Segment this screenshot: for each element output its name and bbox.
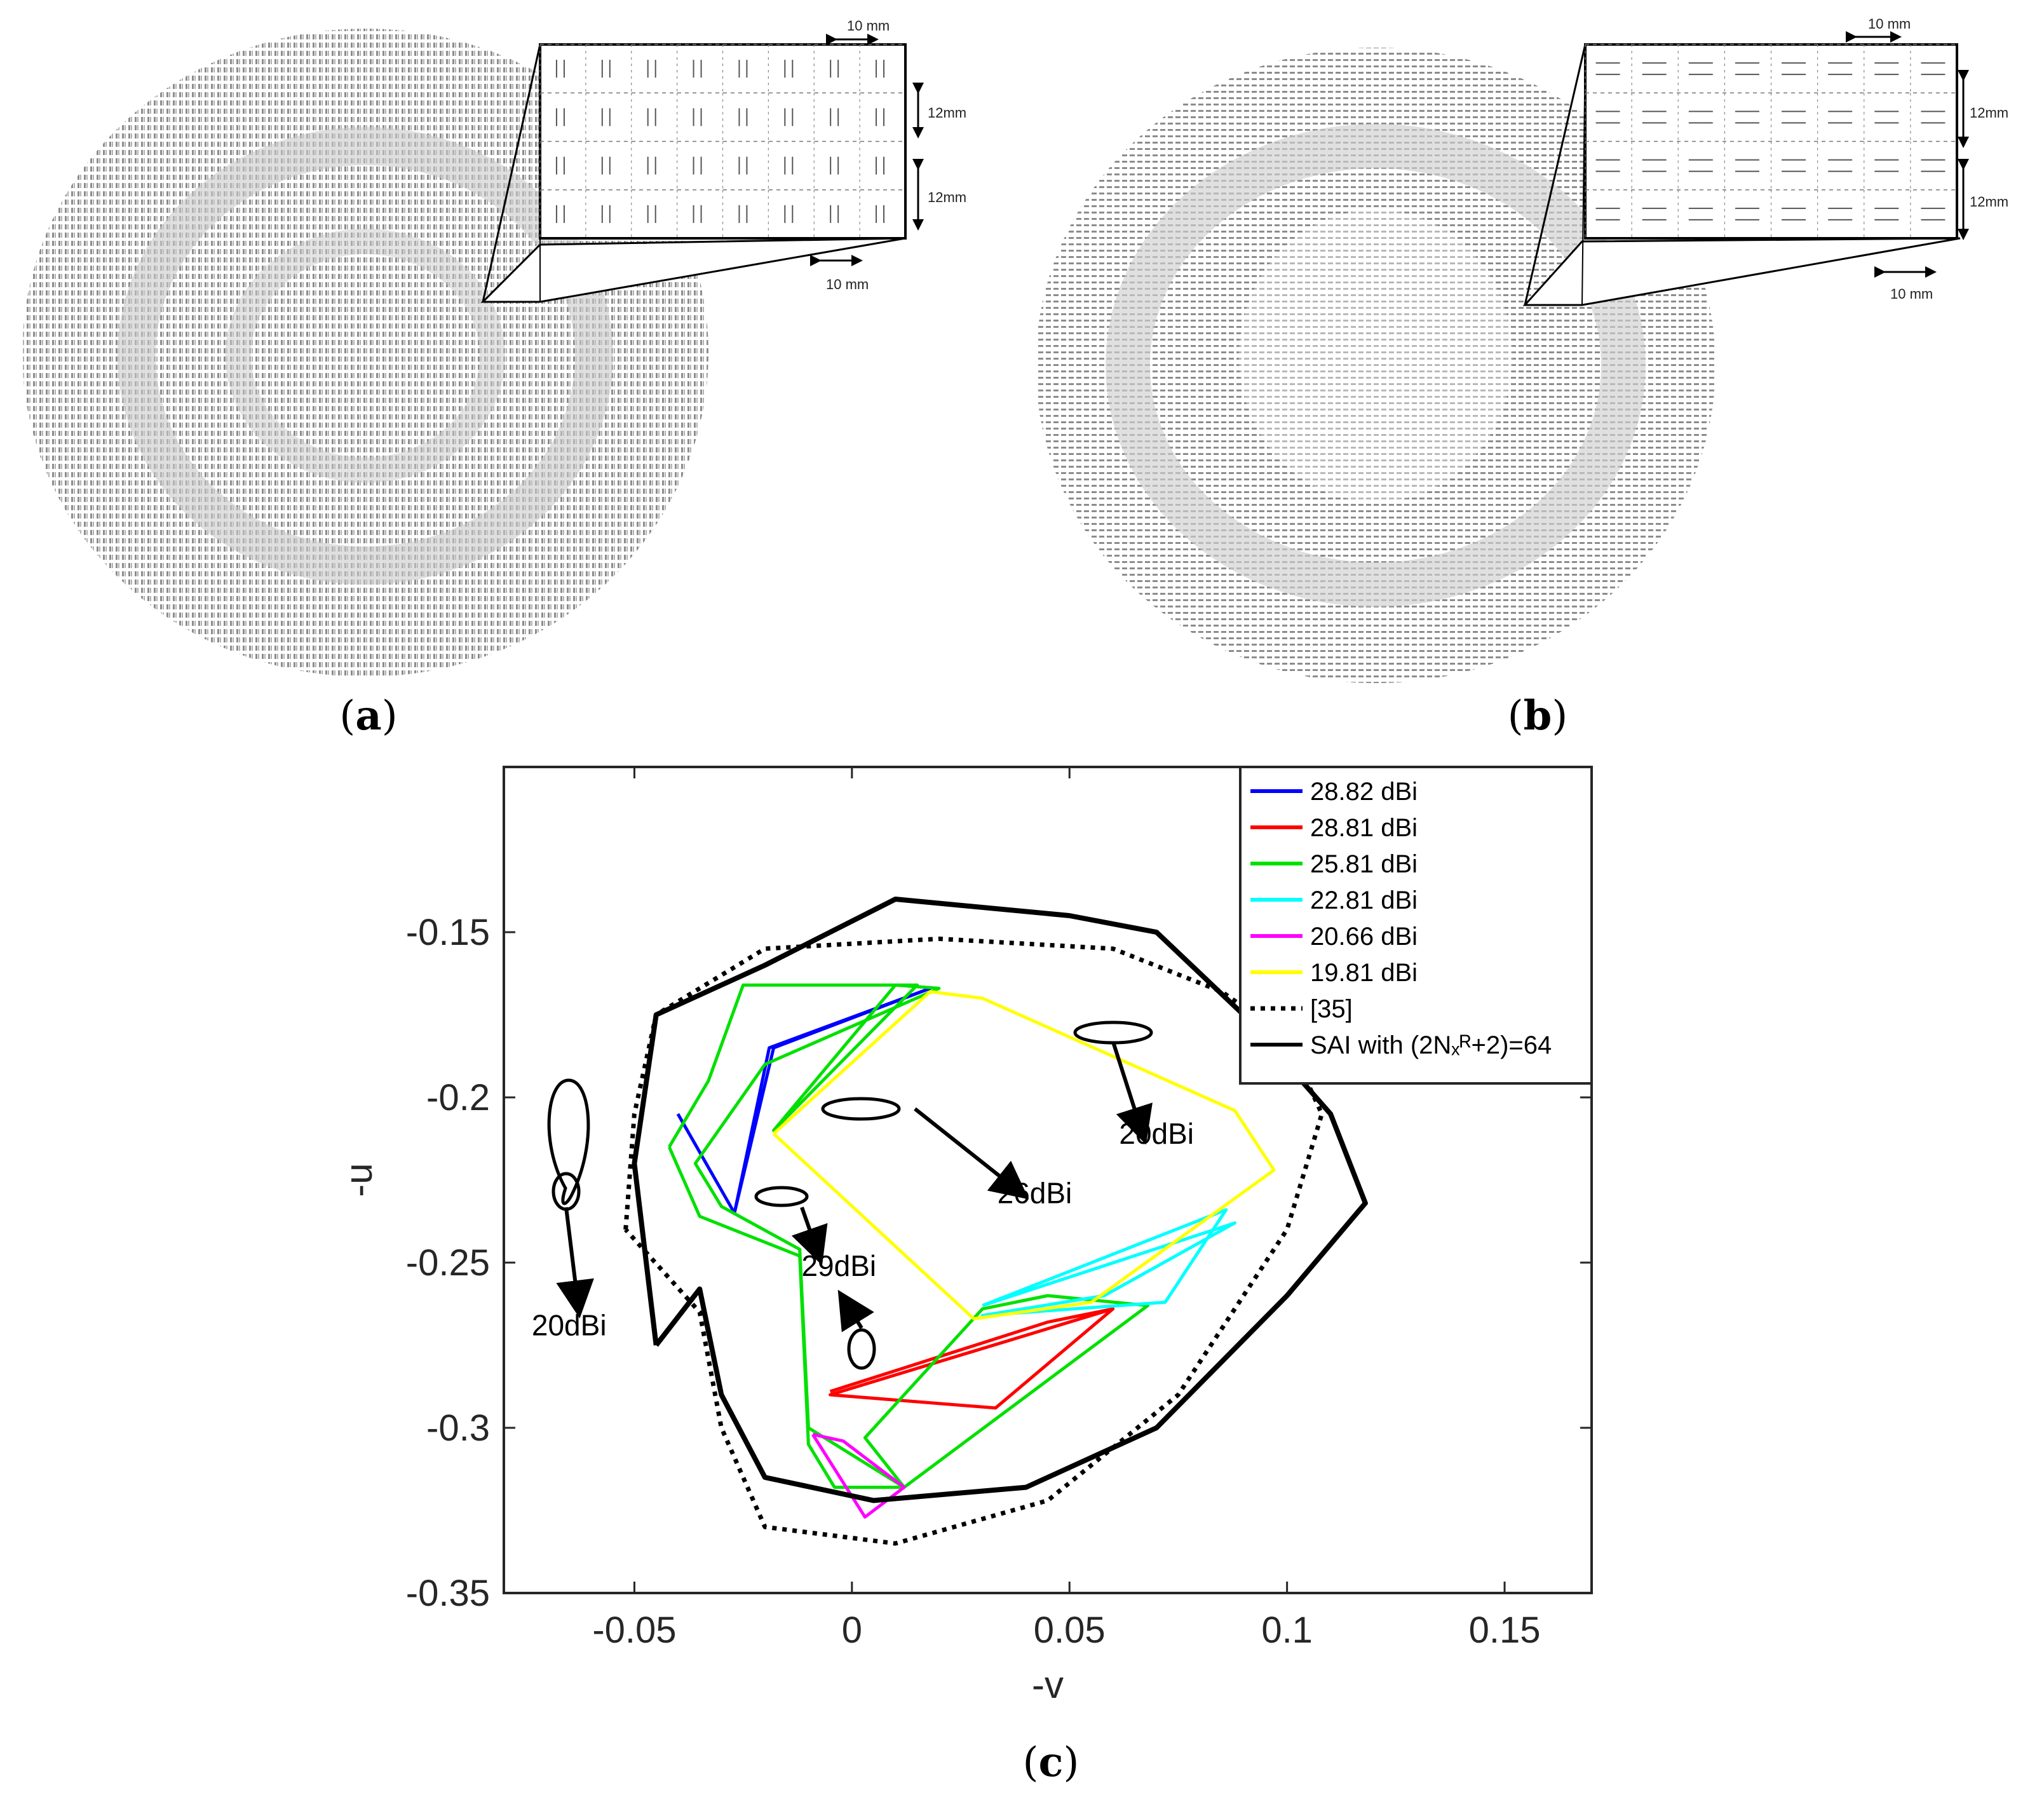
legend-label-7: [35] — [1310, 995, 1353, 1023]
y-axis-label: -u — [337, 1163, 380, 1197]
annotation-label-3: 26dBi — [998, 1176, 1073, 1209]
legend-label-8: SAI with (2Nₓᴿ+2)=64 — [1310, 1031, 1552, 1059]
legend-label-2: 28.81 dBi — [1310, 814, 1418, 842]
x-axis-label: -v — [1032, 1664, 1064, 1706]
series-line-8 — [632, 897, 1368, 1503]
array-a-ring-outer — [118, 127, 613, 585]
inset-b-label-bottom: 10 mm — [1890, 286, 1933, 302]
inset-b-label-top: 10 mm — [1868, 16, 1911, 32]
array-b-core — [1239, 210, 1512, 502]
annotation-label-1: 20dBi — [532, 1308, 607, 1341]
loop-3 — [821, 1097, 901, 1121]
x-tick-label: 0.1 — [1261, 1610, 1313, 1651]
legend-box — [1239, 766, 1593, 1085]
annotation-label-2: 29dBi — [801, 1249, 876, 1282]
y-tick-label: -0.25 — [406, 1242, 490, 1284]
arrow-29dbi — [791, 1207, 828, 1266]
arrow-26dbi — [914, 1107, 1029, 1200]
inset-a-label-bottom: 10 mm — [826, 276, 869, 292]
series-line-5 — [811, 1432, 906, 1519]
inset-b-label-row2: 12mm — [1970, 194, 2008, 210]
inset-a-cells — [539, 44, 905, 238]
x-tick-label: 0.15 — [1469, 1610, 1541, 1651]
y-tick-label: -0.2 — [426, 1077, 490, 1118]
inset-a-label-row1: 12mm — [928, 105, 966, 121]
inset-b-label-row1: 12mm — [1970, 105, 2008, 121]
x-tick-label: 0 — [842, 1610, 862, 1651]
inset-a-label-top: 10 mm — [847, 18, 890, 34]
arrow-20dbi-right — [1111, 1041, 1153, 1145]
series-line-4 — [980, 1208, 1236, 1317]
panel-a: 10 mm 12mm 12mm 10 mm (a) — [22, 18, 966, 740]
legend-label-1: 28.82 dBi — [1310, 778, 1418, 806]
array-b-ring — [1106, 124, 1646, 607]
loop-2 — [754, 1186, 809, 1207]
x-tick-label: -0.05 — [592, 1610, 676, 1651]
x-tick-label: 0.05 — [1034, 1610, 1106, 1651]
caption-c: (c) — [1023, 1739, 1080, 1786]
series-layer — [623, 897, 1368, 1546]
inset-b-cells — [1585, 44, 1957, 238]
series-line-3 — [667, 983, 1149, 1489]
panel-c: -0.05 0 0.05 0.1 0.15 -0.15 -0.2 -0.25 -0.3 -0.3… — [337, 766, 1593, 1786]
legend: 28.82 dBi 28.81 dBi 25.81 dBi 22.81 dBi 20.6… — [1239, 766, 1593, 1085]
panel-b: 10 mm 12mm 12mm 10 mm (b) — [1036, 16, 2008, 740]
series-line-6 — [772, 990, 1276, 1320]
array-a-ring-inner — [226, 229, 505, 483]
y-tick-label: -0.35 — [406, 1573, 490, 1614]
y-tick-label: -0.3 — [426, 1407, 490, 1449]
series-line-2 — [829, 1307, 1115, 1410]
annotations: 20dBi 29dBi 26dBi 20dBi — [532, 1117, 1194, 1342]
inset-a-label-row2: 12mm — [928, 189, 966, 205]
arrow-29dbi-up — [837, 1289, 874, 1332]
arrow-20dbi-left — [556, 1207, 594, 1319]
y-tick-label: -0.15 — [406, 912, 490, 953]
annotation-label-4: 20dBi — [1119, 1117, 1194, 1150]
legend-label-5: 20.66 dBi — [1310, 923, 1418, 951]
annotation-arrows — [556, 1041, 1153, 1332]
inset-b: 10 mm 12mm 12mm 10 mm — [1522, 16, 2008, 306]
inset-a: 10 mm 12mm 12mm 10 mm — [480, 18, 966, 303]
legend-label-4: 22.81 dBi — [1310, 886, 1418, 914]
legend-label-6: 19.81 dBi — [1310, 959, 1418, 987]
legend-label-3: 25.81 dBi — [1310, 850, 1418, 878]
side-lobe-loop — [547, 1078, 590, 1205]
y-axis: -0.15 -0.2 -0.25 -0.3 -0.35 — [406, 912, 1592, 1614]
caption-b: (b) — [1508, 692, 1568, 740]
x-axis: -0.05 0 0.05 0.1 0.15 — [592, 767, 1540, 1651]
caption-a: (a) — [339, 692, 397, 740]
legend-items: 28.82 dBi 28.81 dBi 25.81 dBi 22.81 dBi 20.6… — [1250, 778, 1552, 1059]
